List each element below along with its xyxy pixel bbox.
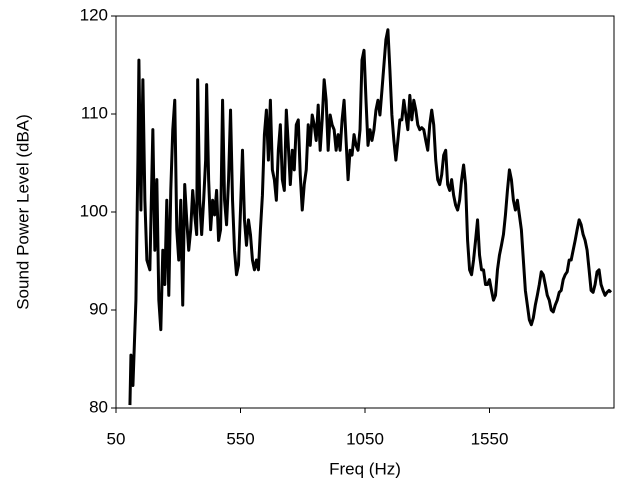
- x-tick-label: 550: [226, 429, 254, 448]
- x-tick-label: 1550: [471, 429, 509, 448]
- y-tick-label: 100: [80, 201, 108, 220]
- x-tick-label: 50: [107, 429, 126, 448]
- y-axis-title: Sound Power Level (dBA): [13, 114, 32, 310]
- x-tick-label: 1050: [346, 429, 384, 448]
- data-line: [128, 28, 613, 406]
- y-tick-label: 120: [80, 5, 108, 24]
- y-tick-label: 90: [89, 299, 108, 318]
- x-axis-title: Freq (Hz): [329, 459, 401, 478]
- y-tick-label: 110: [81, 103, 108, 122]
- y-tick-label: 80: [89, 397, 108, 416]
